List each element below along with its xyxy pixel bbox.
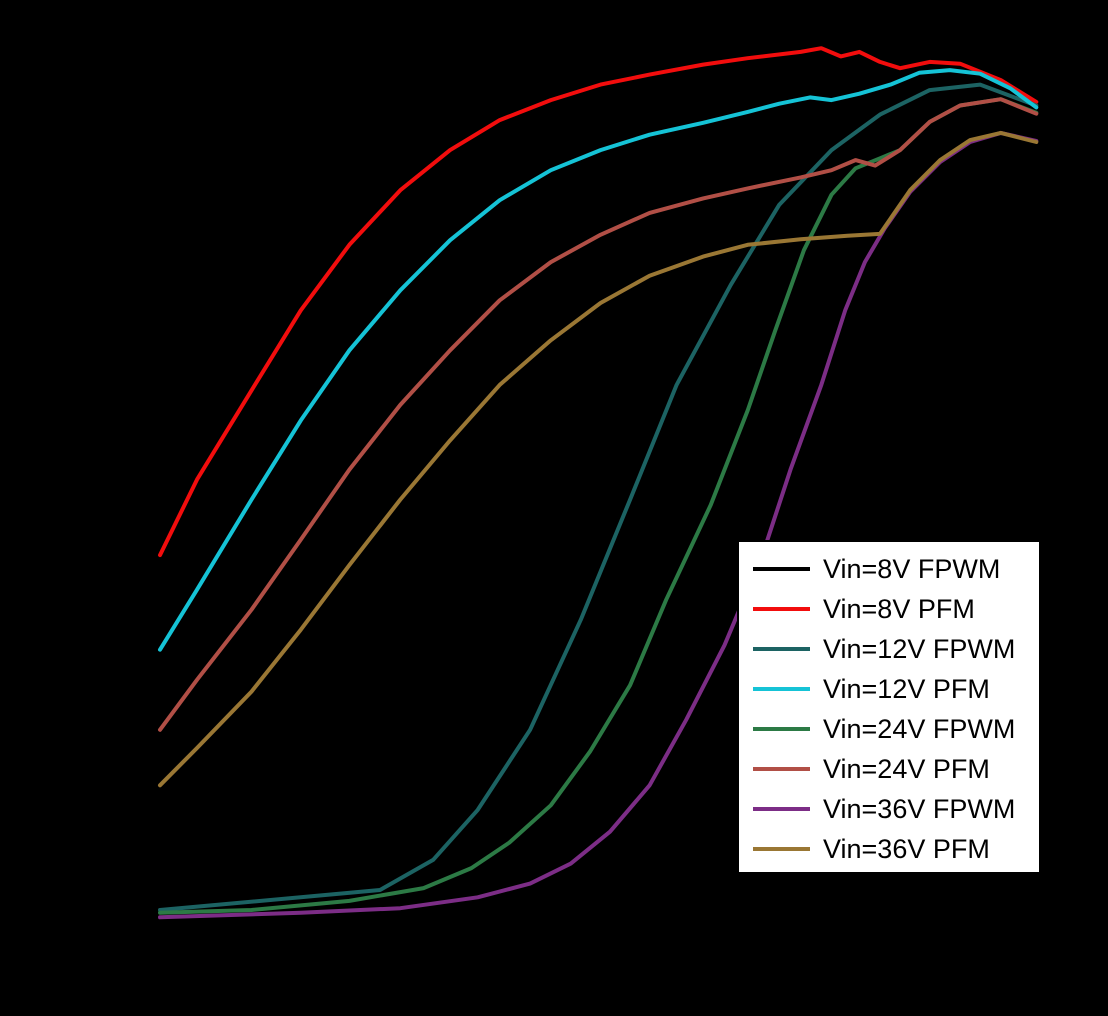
legend-item-label: Vin=12V FPWM bbox=[823, 634, 1016, 664]
series-line-vin-24v-pfm bbox=[158, 97, 1039, 732]
legend-item-label: Vin=12V PFM bbox=[823, 674, 990, 704]
series-line-vin-12v-fpwm bbox=[158, 82, 1039, 912]
legend-line-swatch bbox=[753, 647, 810, 651]
legend-item-label: Vin=36V PFM bbox=[823, 834, 990, 864]
legend-line-swatch bbox=[753, 607, 810, 611]
legend-line-swatch bbox=[753, 807, 810, 811]
legend-item-label: Vin=8V PFM bbox=[823, 594, 975, 624]
legend-item: Vin=12V PFM bbox=[753, 669, 1025, 709]
legend-item-label: Vin=36V FPWM bbox=[823, 794, 1016, 824]
legend-item-label: Vin=24V FPWM bbox=[823, 714, 1016, 744]
legend-item: Vin=24V PFM bbox=[753, 749, 1025, 789]
legend-line-swatch bbox=[753, 727, 810, 731]
legend-line-swatch bbox=[753, 767, 810, 771]
series-line-vin-36v-pfm bbox=[158, 130, 1039, 788]
legend-line-swatch bbox=[753, 847, 810, 851]
series-line-vin-12v-pfm bbox=[158, 68, 1039, 652]
legend-line-swatch bbox=[753, 687, 810, 691]
series-line-vin-8v-pfm bbox=[158, 46, 1039, 558]
legend-item: Vin=8V PFM bbox=[753, 589, 1025, 629]
legend-item: Vin=12V FPWM bbox=[753, 629, 1025, 669]
legend-item: Vin=36V FPWM bbox=[753, 789, 1025, 829]
legend-item: Vin=24V FPWM bbox=[753, 709, 1025, 749]
legend-item-label: Vin=8V FPWM bbox=[823, 554, 1001, 584]
legend: Vin=8V FPWM Vin=8V PFM Vin=12V FPWM Vin=12V… bbox=[737, 540, 1041, 874]
legend-item: Vin=8V FPWM bbox=[753, 549, 1025, 589]
legend-item: Vin=36V PFM bbox=[753, 829, 1025, 869]
legend-item-label: Vin=24V PFM bbox=[823, 754, 990, 784]
legend-line-swatch bbox=[753, 567, 810, 571]
